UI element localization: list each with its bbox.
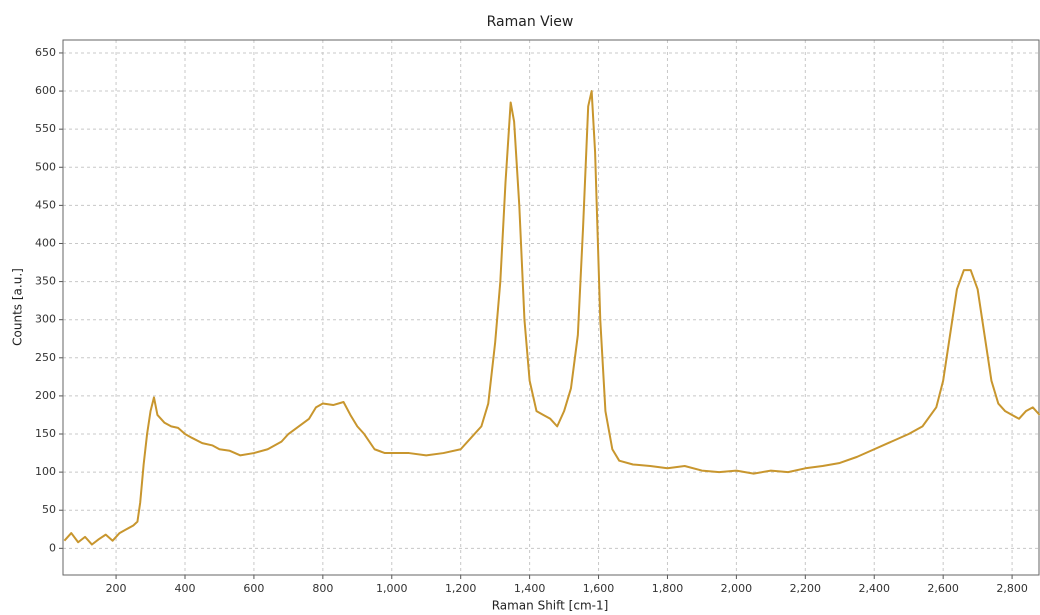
y-tick-label: 550: [35, 122, 56, 135]
y-tick-label: 450: [35, 198, 56, 211]
y-tick-label: 250: [35, 351, 56, 364]
chart-title: Raman View: [487, 14, 574, 30]
y-tick-label: 600: [35, 84, 56, 97]
y-axis-title: Counts [a.u.]: [11, 268, 25, 346]
y-tick-label: 0: [49, 541, 56, 554]
x-tick-label: 800: [312, 582, 333, 595]
y-tick-label: 400: [35, 236, 56, 249]
data-line: [63, 90, 1040, 546]
x-tick-label: 1,000: [376, 582, 408, 595]
x-tick-label: 2,000: [721, 582, 753, 595]
y-tick-label: 100: [35, 465, 56, 478]
x-tick-label: 200: [106, 582, 127, 595]
x-tick-label: 1,600: [583, 582, 615, 595]
plot-frame: [62, 39, 1040, 576]
x-tick-label: 2,200: [790, 582, 822, 595]
y-tick-label: 150: [35, 427, 56, 440]
y-tick-label: 500: [35, 160, 56, 173]
x-tick-label: 1,200: [445, 582, 477, 595]
x-tick-label: 400: [174, 582, 195, 595]
x-tick-label: 2,800: [996, 582, 1028, 595]
y-tick-label: 300: [35, 313, 56, 326]
y-tick-label: 350: [35, 275, 56, 288]
y-tick-label: 50: [42, 503, 56, 516]
x-tick-label: 2,600: [927, 582, 959, 595]
x-tick-label: 600: [243, 582, 264, 595]
y-tick-label: 200: [35, 389, 56, 402]
x-tick-label: 1,800: [652, 582, 684, 595]
x-axis-title: Raman Shift [cm-1]: [492, 599, 609, 613]
y-tick-label: 650: [35, 46, 56, 59]
x-tick-label: 1,400: [514, 582, 546, 595]
x-tick-label: 2,400: [858, 582, 890, 595]
